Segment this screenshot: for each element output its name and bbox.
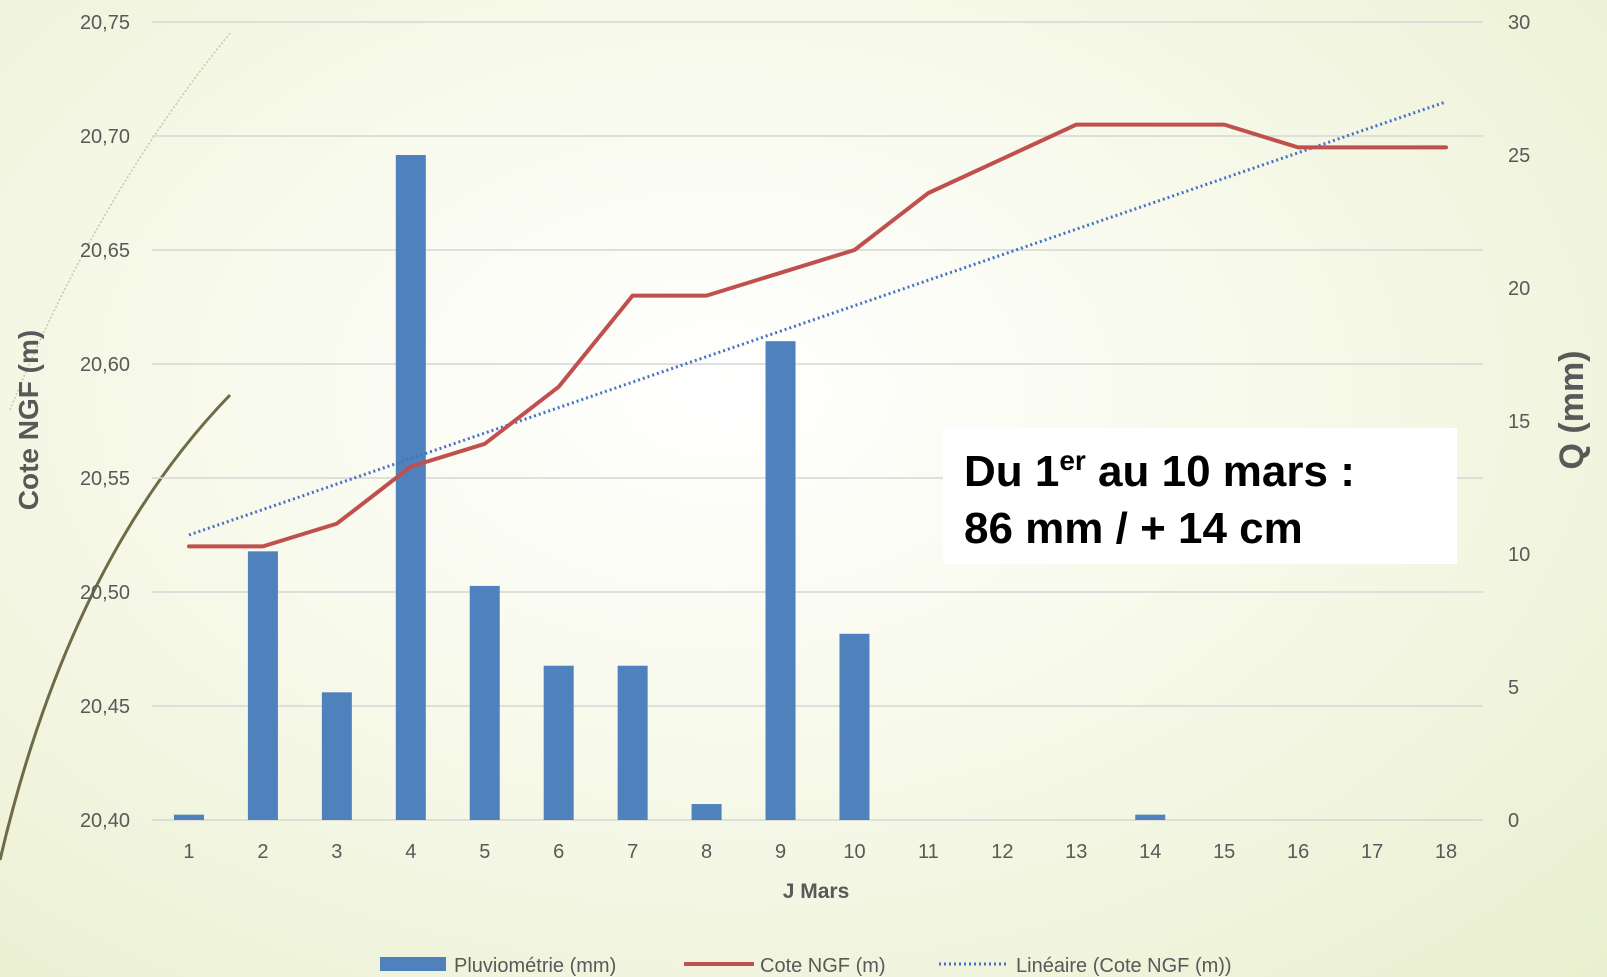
x-axis-title: J Mars (783, 880, 850, 903)
rain-bar (1135, 814, 1166, 820)
right-axis: 0 5 10 15 20 25 30 (1508, 12, 1530, 832)
x-tick-label: 9 (775, 841, 786, 863)
x-tick-label: 18 (1435, 841, 1457, 863)
decorative-curve (0, 393, 232, 861)
rain-bar (321, 692, 352, 820)
cote-line (187, 122, 1448, 549)
annotation-prefix: Du 1 (964, 447, 1059, 496)
left-tick-label: 20,70 (80, 126, 130, 148)
right-tick-label: 10 (1508, 544, 1530, 566)
left-tick-label: 20,65 (80, 240, 130, 262)
x-axis: 1 2 3 4 5 6 7 8 9 10 11 12 13 14 15 16 17 18 (183, 841, 1457, 863)
rain-bar (173, 814, 204, 820)
x-tick-label: 10 (843, 841, 865, 863)
left-tick-label: 20,75 (80, 12, 130, 34)
x-tick-label: 4 (405, 841, 416, 863)
x-tick-label: 15 (1213, 841, 1235, 863)
right-tick-label: 15 (1508, 411, 1530, 433)
left-tick-label: 20,50 (80, 582, 130, 604)
legend-label-rain: Pluviométrie (mm) (454, 955, 616, 977)
right-tick-label: 30 (1508, 12, 1530, 34)
right-axis-title: Q (mm) (1553, 351, 1591, 470)
rain-bar (469, 585, 500, 820)
x-tick-label: 7 (627, 841, 638, 863)
left-tick-label: 20,60 (80, 354, 130, 376)
x-tick-label: 2 (257, 841, 268, 863)
annotation-box: Du 1er au 10 mars : 86 mm / + 14 cm (943, 428, 1457, 564)
annotation-background (943, 428, 1457, 564)
annotation-superscript: er (1059, 445, 1086, 476)
annotation-line-1: Du 1er au 10 mars : (964, 445, 1355, 496)
rain-bar (765, 341, 796, 820)
legend-label-trend: Linéaire (Cote NGF (m)) (1016, 955, 1232, 977)
x-tick-label: 12 (991, 841, 1013, 863)
legend-label-cote: Cote NGF (m) (760, 955, 886, 977)
left-axis-title: Cote NGF (m) (13, 330, 44, 510)
rain-bar (617, 665, 648, 820)
right-tick-label: 0 (1508, 810, 1519, 832)
right-tick-label: 5 (1508, 677, 1519, 699)
left-tick-label: 20,55 (80, 468, 130, 490)
grid (152, 21, 1483, 821)
annotation-suffix: au 10 mars : (1086, 447, 1355, 496)
x-tick-label: 11 (918, 841, 939, 863)
x-tick-label: 3 (331, 841, 342, 863)
trendline (188, 100, 1447, 537)
decorative-curve-thin (9, 32, 231, 411)
legend: Pluviométrie (mm) Cote NGF (m) Linéaire … (380, 955, 1232, 977)
x-tick-label: 13 (1065, 841, 1087, 863)
annotation-line-2: 86 mm / + 14 cm (964, 504, 1303, 553)
left-axis: 20,40 20,45 20,50 20,55 20,60 20,65 20,70 20,75 (80, 12, 130, 832)
rain-bars (173, 155, 1166, 820)
right-tick-label: 25 (1508, 145, 1530, 167)
x-tick-label: 17 (1361, 841, 1383, 863)
rain-bar (247, 551, 278, 820)
x-tick-label: 1 (183, 841, 194, 863)
rain-bar (543, 665, 574, 820)
x-tick-label: 6 (553, 841, 564, 863)
series-lines (187, 100, 1448, 549)
right-tick-label: 20 (1508, 278, 1530, 300)
x-tick-label: 14 (1139, 841, 1161, 863)
legend-swatch-rain (380, 957, 446, 971)
rain-bar (839, 633, 870, 820)
rain-bar (691, 804, 722, 820)
rain-bar (395, 155, 426, 820)
x-tick-label: 8 (701, 841, 712, 863)
x-tick-label: 5 (479, 841, 490, 863)
x-tick-label: 16 (1287, 841, 1309, 863)
left-tick-label: 20,40 (80, 810, 130, 832)
left-tick-label: 20,45 (80, 696, 130, 718)
